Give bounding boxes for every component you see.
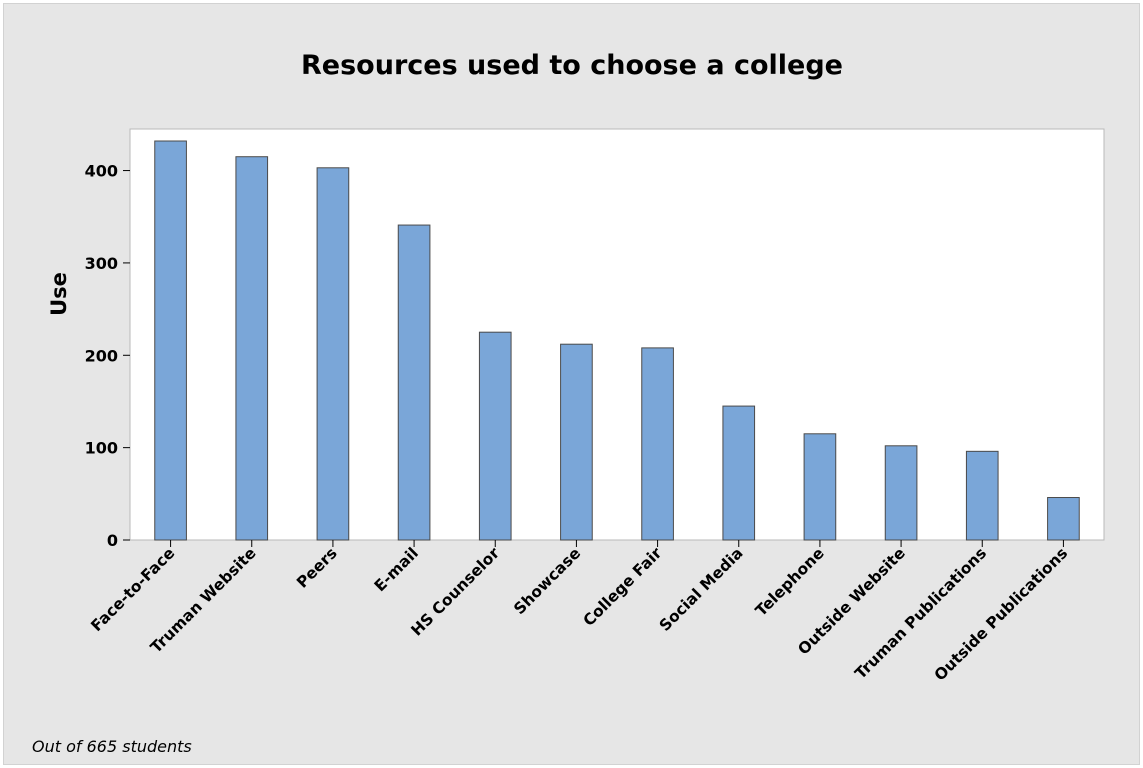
y-tick-label: 300 [85, 254, 118, 273]
x-tick-label: Outside Publications [931, 544, 1071, 684]
bar-chart: Resources used to choose a college 0 100 2… [32, 50, 1105, 756]
y-tick-label: 200 [85, 346, 118, 365]
bar-telephone [803, 433, 837, 541]
bar-outside-website [884, 445, 918, 541]
x-tick-label: Face-to-Face [87, 544, 178, 635]
footnote: Out of 665 students [32, 737, 192, 756]
x-tick-label: Truman Publications [851, 544, 990, 683]
x-tick-label: E-mail [371, 544, 422, 595]
bar-peers [316, 167, 350, 541]
bar-social-media [722, 405, 756, 541]
bar-e-mail [397, 224, 431, 541]
chart-title: Resources used to choose a college [301, 50, 843, 81]
x-tick-label: College Fair [580, 544, 666, 630]
bar-truman-publications [965, 450, 999, 541]
x-tick-label: HS Counselor [408, 544, 504, 640]
y-axis: 0 100 200 300 400 [85, 162, 130, 550]
bar-face-to-face [154, 140, 187, 541]
bar-hs-counselor [478, 331, 512, 541]
plot-area [129, 128, 1105, 541]
x-tick-label: Telephone [752, 544, 828, 620]
y-axis-label: Use [47, 272, 71, 316]
x-tick-label: Peers [293, 544, 341, 592]
x-tick-label: Showcase [510, 544, 584, 618]
bar-truman-website [235, 156, 269, 541]
y-tick-label: 400 [85, 162, 118, 181]
bar-showcase [560, 343, 593, 541]
bar-outside-publications [1047, 497, 1080, 541]
chart-frame: Resources used to choose a college 0 100 2… [3, 3, 1140, 765]
bar-college-fair [641, 347, 674, 541]
x-tick-label: Social Media [656, 544, 747, 635]
bars [154, 140, 1080, 541]
y-tick-label: 0 [107, 531, 118, 550]
y-tick-label: 100 [85, 439, 118, 458]
